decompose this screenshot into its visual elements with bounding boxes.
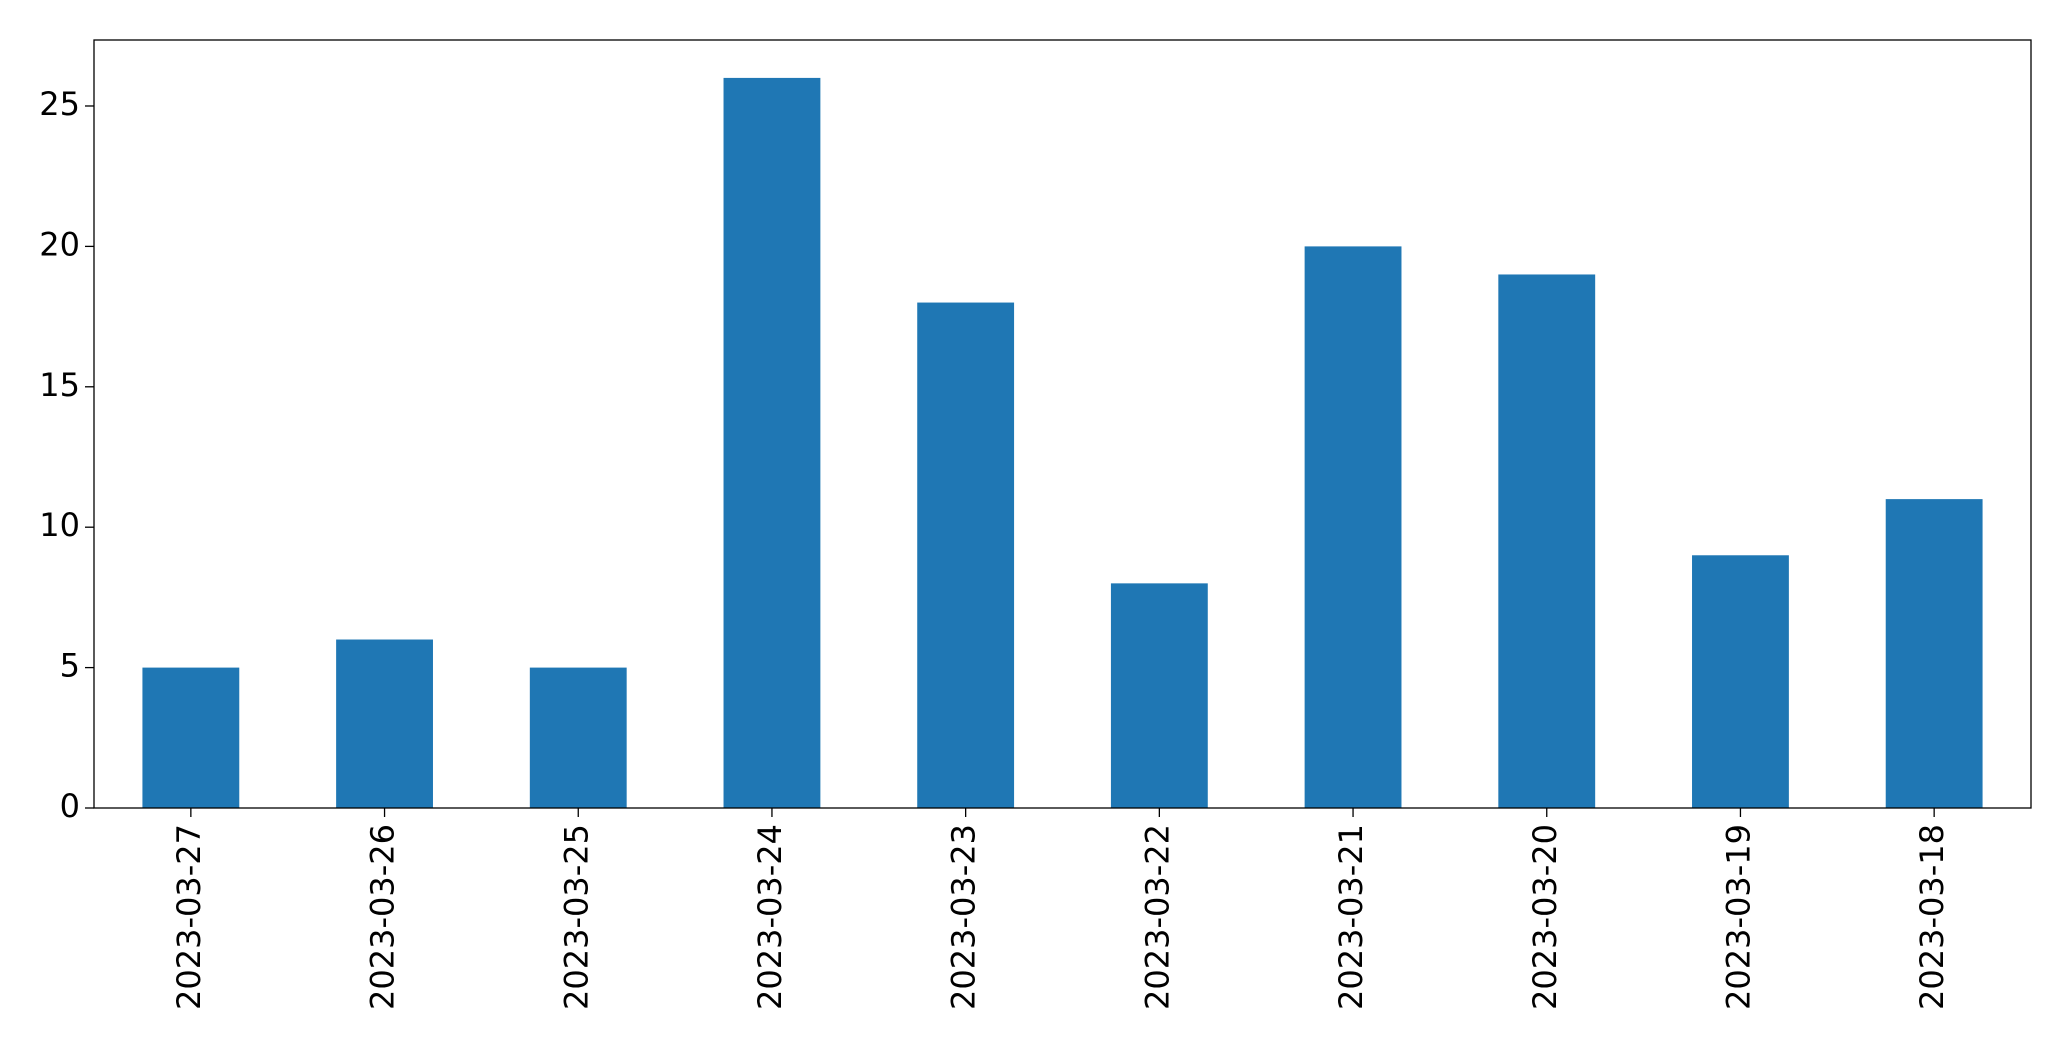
y-tick-label: 10	[39, 506, 80, 544]
y-tick-label: 25	[39, 85, 80, 123]
x-tick-label: 2023-03-20	[1526, 824, 1564, 1010]
x-tick-label: 2023-03-25	[557, 824, 595, 1010]
plot-frame	[93, 39, 2032, 809]
x-tick-label: 2023-03-23	[945, 824, 983, 1010]
x-tick-label: 2023-03-27	[170, 824, 208, 1010]
bar	[1304, 246, 1402, 808]
y-tick-label: 20	[39, 225, 80, 263]
bar	[1110, 583, 1208, 808]
y-tick-label: 5	[60, 647, 80, 685]
bar	[917, 302, 1015, 808]
x-tick-label: 2023-03-19	[1719, 824, 1757, 1010]
bar	[1692, 555, 1789, 808]
y-tick-label: 0	[60, 787, 80, 825]
bar	[1885, 499, 1983, 808]
bar	[336, 639, 433, 808]
x-tick-label: 2023-03-18	[1913, 824, 1951, 1010]
bar	[1498, 274, 1596, 808]
x-tick-label: 2023-03-24	[751, 824, 789, 1010]
y-tick-label: 15	[39, 366, 80, 404]
x-tick-label: 2023-03-21	[1332, 824, 1370, 1010]
bar	[529, 667, 627, 808]
x-tick-label: 2023-03-26	[364, 824, 402, 1010]
bar	[142, 667, 240, 808]
x-tick-label: 2023-03-22	[1138, 824, 1176, 1010]
bar	[723, 77, 821, 809]
